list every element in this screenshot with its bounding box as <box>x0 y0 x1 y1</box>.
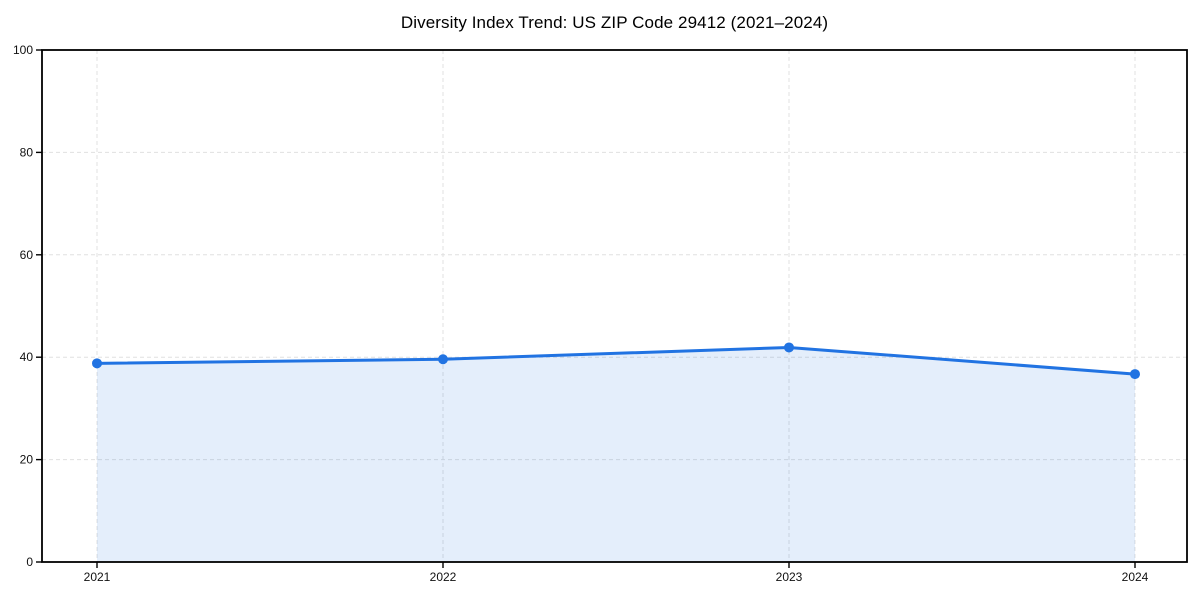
y-tick-label: 80 <box>20 145 34 159</box>
data-point-2024 <box>1130 369 1140 380</box>
y-tick-label: 0 <box>26 555 33 569</box>
y-tick-label: 60 <box>20 248 34 262</box>
data-point-2021 <box>92 358 102 369</box>
plot-border <box>41 49 1188 563</box>
x-tick-label: 2022 <box>430 570 457 584</box>
chart-title: Diversity Index Trend: US ZIP Code 29412… <box>400 13 829 32</box>
x-tick-label: 2023 <box>776 570 803 584</box>
y-tick-label: 20 <box>20 453 34 467</box>
x-tick-label: 2021 <box>84 570 111 584</box>
data-point-2023 <box>784 342 794 353</box>
trend-line <box>95 345 1137 376</box>
area-fill <box>97 347 1135 562</box>
y-tick-label: 100 <box>13 43 33 57</box>
data-point-2022 <box>438 354 448 365</box>
y-tick-label: 40 <box>20 350 34 364</box>
x-tick-label: 2024 <box>1122 570 1149 584</box>
